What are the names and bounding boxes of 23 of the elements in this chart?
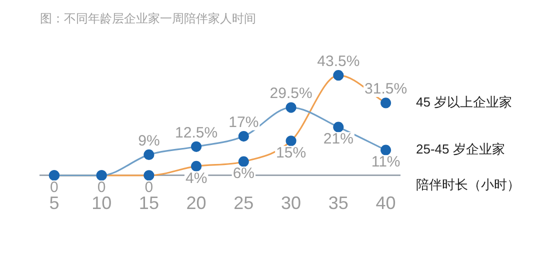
data-label: 0 xyxy=(97,179,106,196)
data-label: 12.5% xyxy=(175,124,218,142)
x-axis-title: 陪伴时长（小时） xyxy=(416,176,520,192)
x-tick-label: 40 xyxy=(376,193,396,214)
data-label: 21% xyxy=(323,130,354,148)
data-label: 0 xyxy=(144,179,154,196)
data-label: 0 xyxy=(50,179,58,196)
series-label: 45 岁以上企业家 xyxy=(416,94,512,110)
data-label: 9% xyxy=(138,132,160,150)
x-tick-label: 20 xyxy=(186,193,206,214)
data-label: 6% xyxy=(232,165,255,182)
x-tick-label: 25 xyxy=(234,193,254,214)
data-label: 11% xyxy=(371,154,400,171)
data-label: 17% xyxy=(228,114,259,131)
data-label: 4% xyxy=(185,170,208,187)
x-tick-label: 35 xyxy=(328,193,348,214)
data-label: 29.5% xyxy=(270,85,312,102)
chart-title: 图：不同年龄层企业家一周陪伴家人时间 xyxy=(40,12,256,26)
data-label: 15% xyxy=(276,144,306,162)
x-tick-label: 30 xyxy=(281,193,302,214)
data-label: 31.5% xyxy=(364,80,408,98)
data-label: 43.5% xyxy=(317,52,360,70)
series-label: 25-45 岁企业家 xyxy=(416,142,505,157)
